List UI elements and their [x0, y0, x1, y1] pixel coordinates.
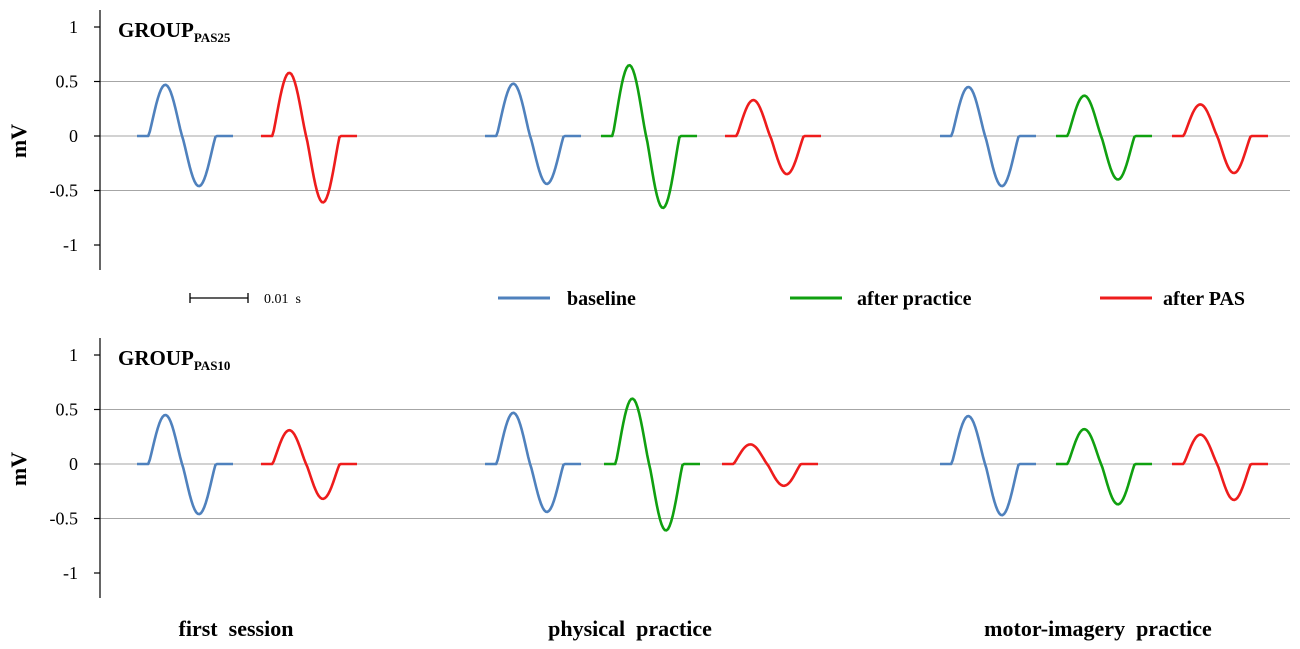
- condition-labels: first session physical practice motor-im…: [179, 616, 1212, 641]
- condition-label-motor-imagery-practice: motor-imagery practice: [984, 616, 1212, 641]
- y-tick-label: 0: [69, 454, 78, 474]
- waveform-after-pas: [725, 98, 821, 176]
- legend-item-after-pas: after PAS: [1100, 288, 1245, 310]
- group-label-top: GROUPPAS25: [118, 18, 231, 45]
- waveform-baseline: [485, 411, 581, 514]
- waveform-after-pas: [261, 428, 357, 501]
- panel-bottom: 1 0.5 0 -0.5 -1 mV GROUPPAS10: [6, 338, 1290, 598]
- waveform-after-pas: [722, 443, 818, 488]
- y-tick-label: 0.5: [56, 400, 79, 420]
- waveform-baseline: [940, 85, 1036, 188]
- y-tick-label: -1: [63, 563, 78, 583]
- y-tick-label: 0.5: [56, 72, 79, 92]
- legend-label-baseline: baseline: [567, 288, 636, 310]
- legend-label-after-pas: after PAS: [1163, 288, 1245, 310]
- waveforms-bottom: [137, 397, 1268, 532]
- waveform-baseline: [940, 414, 1036, 517]
- waveform-after-pas: [1172, 103, 1268, 175]
- scale-bar: 0.01 s: [189, 292, 301, 307]
- waveform-after-practice: [601, 63, 697, 210]
- group-label-bottom: GROUPPAS10: [118, 346, 230, 373]
- waveform-after-pas: [1172, 433, 1268, 502]
- condition-label-physical-practice: physical practice: [548, 616, 712, 641]
- scale-bar-label: 0.01 s: [264, 292, 301, 307]
- legend: baseline after practice after PAS: [498, 288, 1245, 310]
- y-ticks-bottom: 1 0.5 0 -0.5 -1: [50, 345, 100, 583]
- y-ticks-top: 1 0.5 0 -0.5 -1: [50, 17, 100, 255]
- legend-item-after-practice: after practice: [790, 288, 972, 310]
- waveform-baseline: [137, 83, 233, 188]
- y-tick-label: -0.5: [50, 181, 79, 201]
- waveform-after-practice: [1056, 94, 1152, 181]
- y-axis-label-top: mV: [6, 124, 31, 158]
- y-axis-label-bottom: mV: [6, 452, 31, 486]
- waveform-baseline: [137, 413, 233, 516]
- panel-top: 1 0.5 0 -0.5 -1 mV GROUPPAS25: [6, 10, 1290, 270]
- waveform-baseline: [485, 82, 581, 186]
- condition-label-first-session: first session: [179, 616, 294, 641]
- y-tick-label: 1: [69, 345, 78, 365]
- waveform-after-practice: [1056, 427, 1152, 506]
- legend-item-baseline: baseline: [498, 288, 636, 310]
- waveform-after-practice: [604, 397, 700, 532]
- y-tick-label: 0: [69, 126, 78, 146]
- legend-label-after-practice: after practice: [857, 288, 972, 310]
- y-tick-label: -1: [63, 235, 78, 255]
- y-tick-label: 1: [69, 17, 78, 37]
- y-tick-label: -0.5: [50, 509, 79, 529]
- waveform-after-pas: [261, 71, 357, 204]
- waveforms-top: [137, 63, 1268, 210]
